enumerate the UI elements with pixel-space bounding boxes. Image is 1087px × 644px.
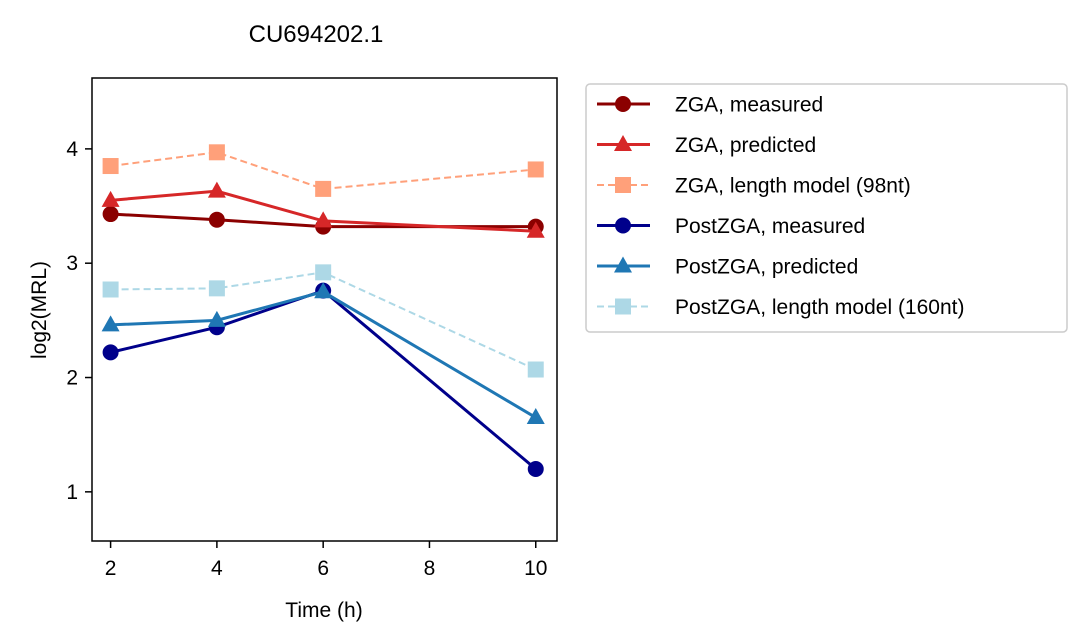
legend-marker [615, 177, 631, 193]
legend-item: ZGA, predicted [597, 134, 816, 157]
x-tick-label: 10 [524, 557, 547, 580]
data-point [102, 206, 119, 223]
x-tick-label: 4 [211, 557, 223, 580]
data-point [208, 144, 225, 161]
legend-items: ZGA, measured ZGA, predicted ZGA, length m… [597, 94, 964, 319]
series-6 [102, 264, 544, 378]
data-point [526, 408, 545, 425]
x-tick-label: 8 [424, 557, 436, 580]
legend-item: ZGA, measured [597, 94, 823, 117]
data-point [315, 180, 332, 197]
data-point [101, 190, 120, 207]
data-point [527, 361, 544, 378]
series-line [110, 189, 536, 233]
series-3 [102, 144, 544, 197]
series-line [110, 271, 537, 371]
legend-marker [614, 135, 632, 151]
data-point [102, 344, 119, 361]
legend-item: PostZGA, length model (160nt) [597, 296, 964, 319]
y-tick-label: 2 [66, 367, 78, 390]
data-point [315, 264, 332, 281]
y-tick-label: 3 [66, 252, 78, 275]
data-point [101, 315, 120, 332]
series-2 [101, 181, 545, 238]
legend-item: PostZGA, predicted [597, 256, 858, 279]
data-point [526, 221, 545, 238]
series-line [110, 290, 537, 419]
legend-marker [615, 96, 631, 112]
y-tick-label: 4 [66, 138, 78, 161]
data-point [102, 158, 119, 175]
data-point [314, 282, 333, 299]
series-line [110, 288, 537, 471]
y-tick-label: 1 [66, 481, 78, 504]
legend-label: PostZGA, measured [675, 215, 865, 238]
chart-title: CU694202.1 [249, 21, 384, 48]
data-point [314, 211, 333, 228]
legend-marker [614, 256, 632, 273]
x-tick-label: 6 [317, 557, 329, 580]
legend-item: ZGA, length model (98nt) [597, 175, 911, 198]
legend-label: PostZGA, predicted [675, 256, 858, 279]
legend-label: ZGA, measured [675, 94, 823, 117]
legend-marker [615, 298, 631, 315]
data-point [207, 181, 226, 198]
y-axis-label: log2(MRL) [28, 261, 51, 359]
x-tick-label: 2 [105, 557, 117, 580]
legend: ZGA, measured ZGA, predicted ZGA, length m… [585, 83, 1068, 333]
data-point [208, 211, 225, 228]
data-point [102, 281, 119, 298]
plot-area [91, 77, 558, 542]
legend-marker [615, 217, 631, 234]
legend-label: PostZGA, length model (160nt) [675, 296, 964, 319]
legend-item: PostZGA, measured [597, 215, 865, 238]
data-point [207, 310, 226, 327]
data-point [527, 161, 544, 178]
data-point [208, 280, 225, 297]
series-5 [101, 282, 545, 425]
x-axis-label: Time (h) [285, 599, 362, 622]
legend-label: ZGA, length model (98nt) [675, 175, 911, 198]
data-point [527, 460, 544, 477]
legend-label: ZGA, predicted [675, 134, 816, 157]
legend-frame [585, 83, 1068, 333]
series-layer [101, 144, 545, 477]
